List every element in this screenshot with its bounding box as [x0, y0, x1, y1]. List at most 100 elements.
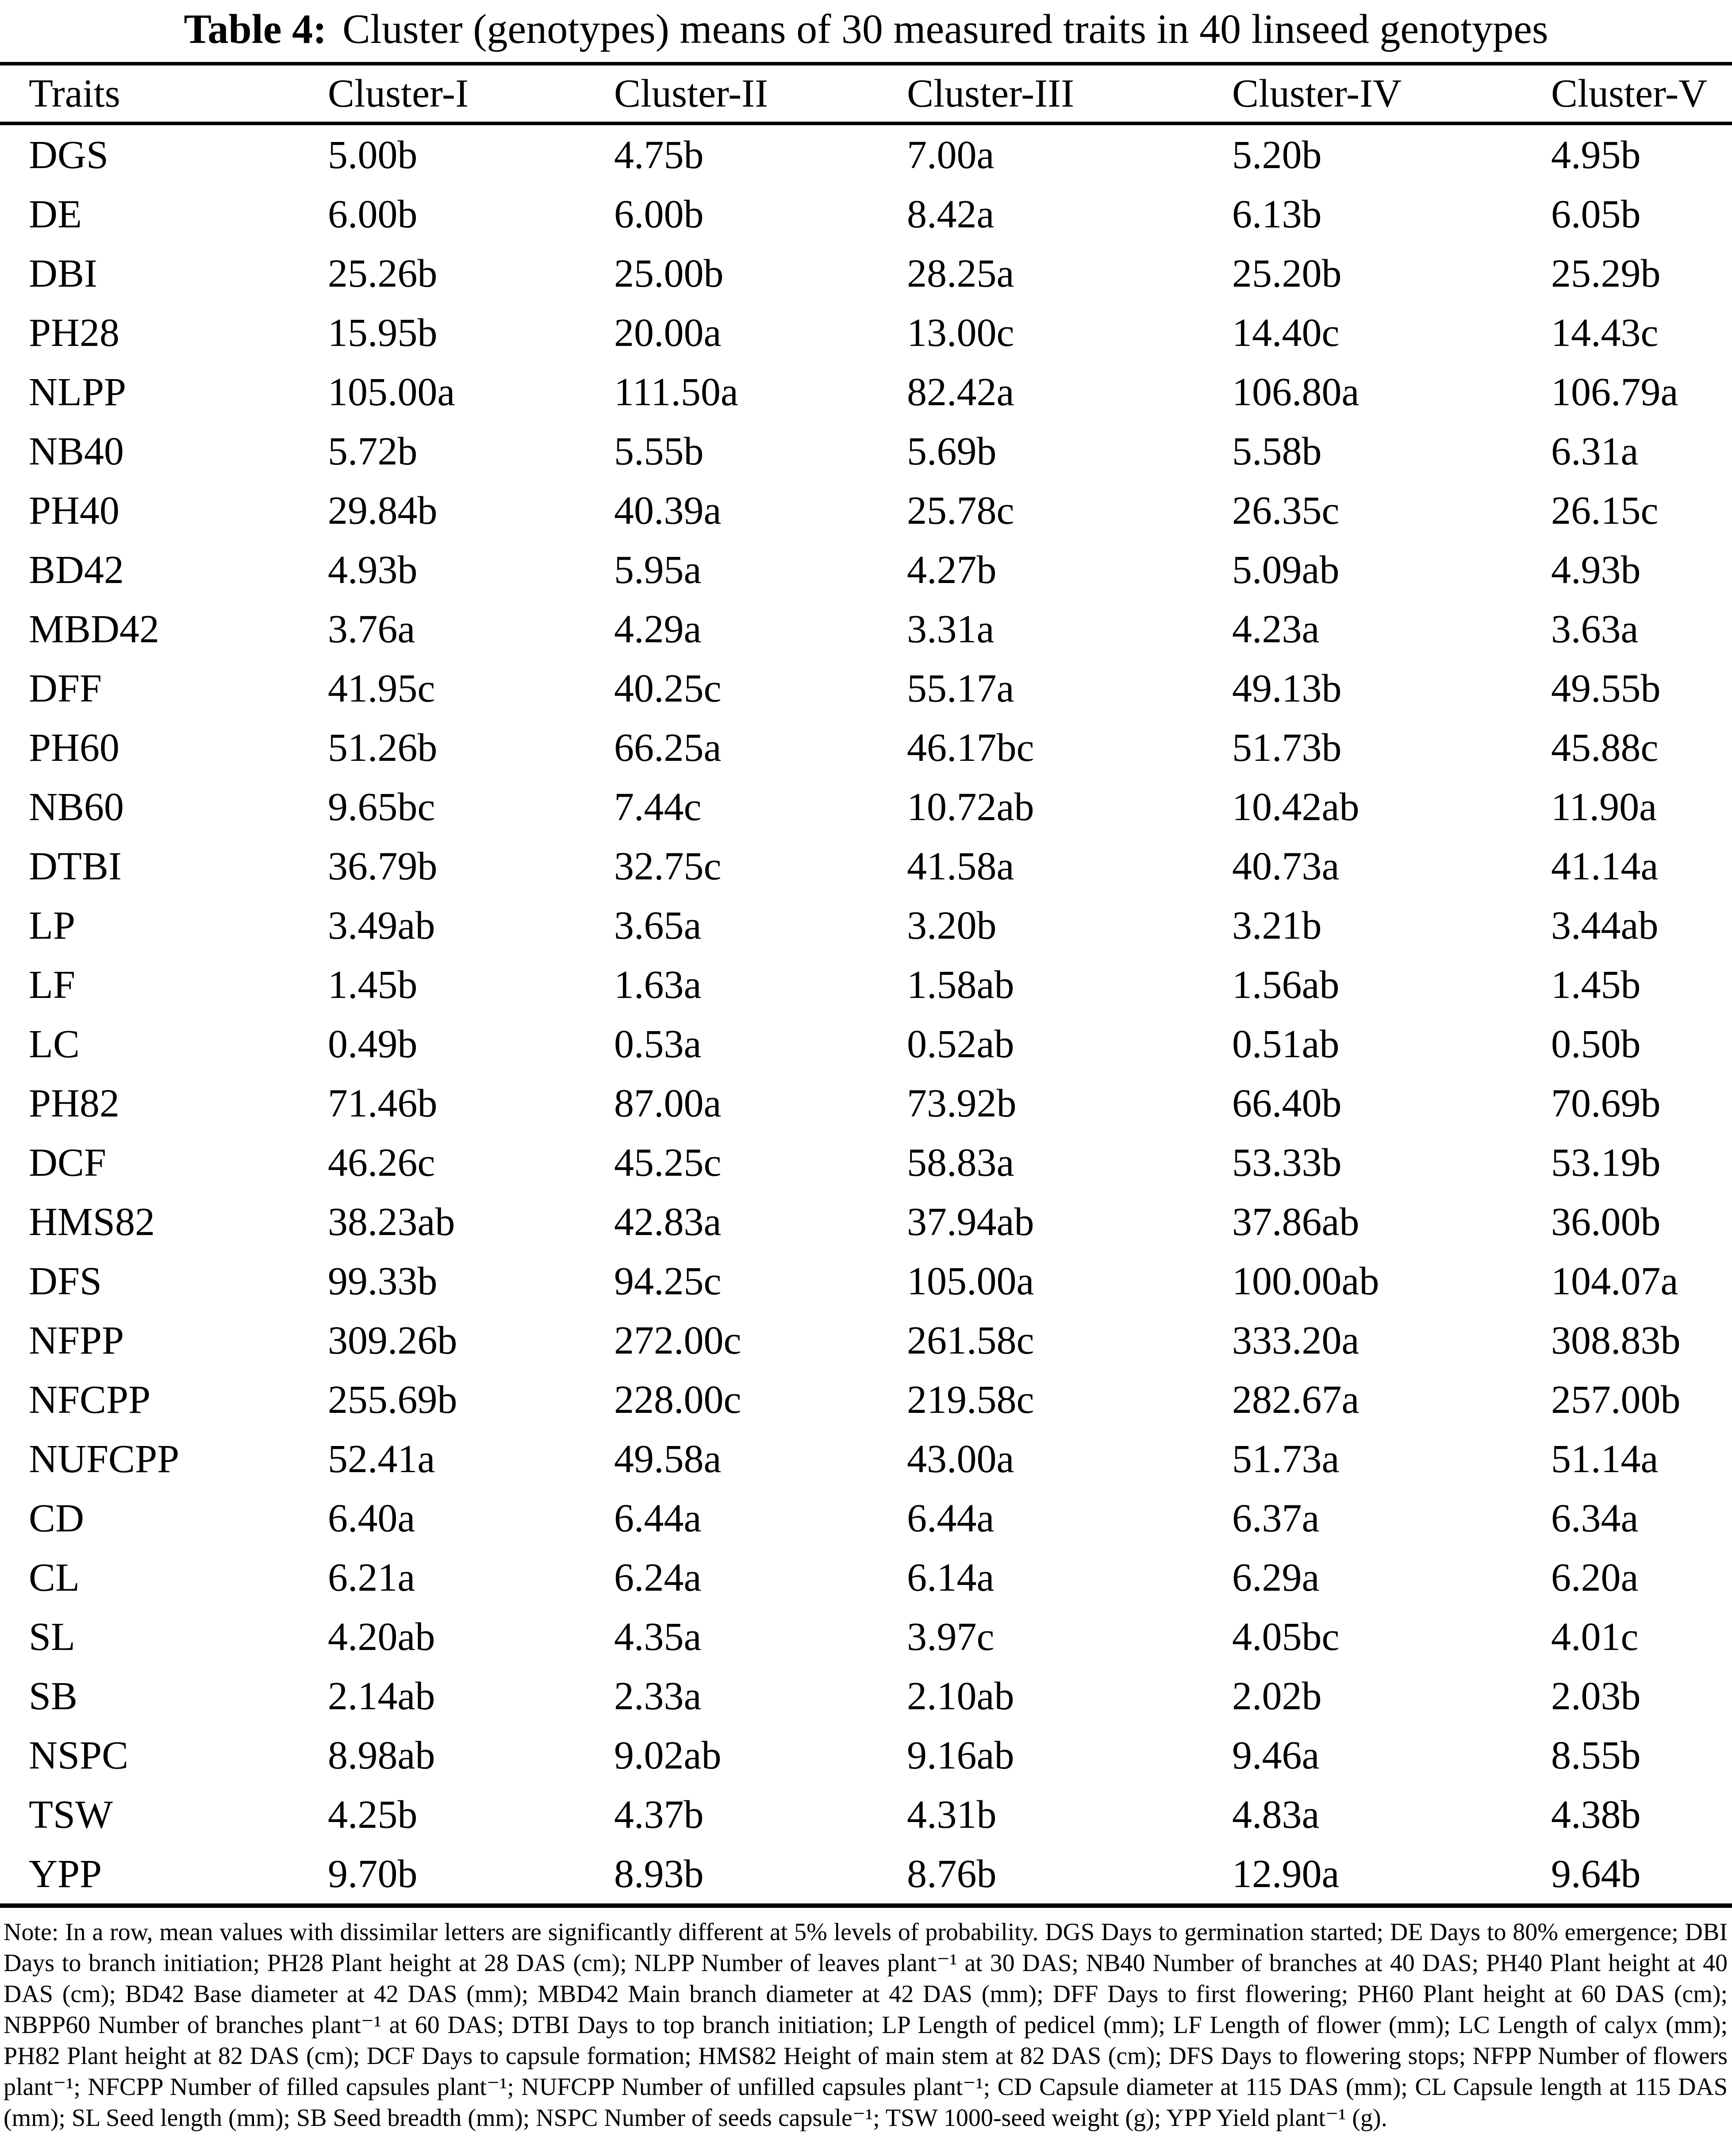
value-cell: 4.05bc [1232, 1615, 1340, 1659]
value-cell: 43.00a [907, 1437, 1014, 1481]
trait-label: BD42 [29, 548, 124, 592]
column-header-cluster-iii: Cluster-III [907, 64, 1232, 125]
value-cell: 5.95a [614, 548, 702, 592]
value-cell: 25.00b [614, 251, 724, 295]
value-cell: 5.58b [1232, 429, 1322, 473]
value-cell: 6.31a [1551, 429, 1639, 473]
value-cell: 36.79b [328, 844, 438, 888]
value-cell: 9.46a [1232, 1733, 1320, 1777]
column-header-cluster-i: Cluster-I [328, 64, 614, 125]
value-cell: 28.25a [907, 251, 1014, 295]
value-cell: 42.83a [614, 1200, 722, 1244]
table-row-sl: SL 4.20ab 4.35a 3.97c 4.05bc 4.01c [0, 1607, 1732, 1666]
value-cell: 25.20b [1232, 251, 1342, 295]
value-cell: 14.43c [1551, 311, 1659, 355]
table-row-nufcpp: NUFCPP 52.41a 49.58a 43.00a 51.73a 51.14a [0, 1429, 1732, 1488]
value-cell: 9.64b [1551, 1852, 1641, 1896]
cluster-means-table: Traits Cluster-I Cluster-II Cluster-III Clus… [0, 62, 1732, 1908]
table-row-tsw: TSW 4.25b 4.37b 4.31b 4.83a 4.38b [0, 1785, 1732, 1844]
value-cell: 111.50a [614, 370, 738, 414]
trait-label: MBD42 [29, 607, 160, 651]
value-cell: 3.65a [614, 903, 702, 948]
value-cell: 3.31a [907, 607, 995, 651]
value-cell: 13.00c [907, 311, 1014, 355]
value-cell: 87.00a [614, 1081, 722, 1125]
value-cell: 6.37a [1232, 1496, 1320, 1540]
value-cell: 4.35a [614, 1615, 702, 1659]
value-cell: 9.16ab [907, 1733, 1014, 1777]
trait-label: DGS [29, 133, 109, 177]
value-cell: 7.00a [907, 133, 995, 177]
value-cell: 105.00a [328, 370, 455, 414]
value-cell: 4.83a [1232, 1792, 1320, 1837]
value-cell: 8.42a [907, 192, 995, 236]
trait-label: CD [29, 1496, 84, 1540]
value-cell: 26.35c [1232, 488, 1340, 533]
trait-label: NFPP [29, 1318, 124, 1362]
column-header-cluster-ii: Cluster-II [614, 64, 907, 125]
value-cell: 2.03b [1551, 1674, 1641, 1718]
value-cell: 51.14a [1551, 1437, 1659, 1481]
table-row-dfs: DFS 99.33b 94.25c 105.00a 100.00ab 104.07a [0, 1251, 1732, 1311]
value-cell: 40.39a [614, 488, 722, 533]
trait-label: NB60 [29, 785, 124, 829]
value-cell: 58.83a [907, 1140, 1014, 1185]
value-cell: 36.00b [1551, 1200, 1661, 1244]
table-row-ph82: PH82 71.46b 87.00a 73.92b 66.40b 70.69b [0, 1074, 1732, 1133]
value-cell: 272.00c [614, 1318, 741, 1362]
header-row: Traits Cluster-I Cluster-II Cluster-III Clus… [0, 64, 1732, 125]
value-cell: 45.88c [1551, 725, 1659, 770]
table-row-nspc: NSPC 8.98ab 9.02ab 9.16ab 9.46a 8.55b [0, 1726, 1732, 1785]
value-cell: 45.25c [614, 1140, 722, 1185]
caption-text: Cluster (genotypes) means of 30 measured… [342, 6, 1548, 52]
value-cell: 25.29b [1551, 251, 1661, 295]
value-cell: 51.26b [328, 725, 438, 770]
value-cell: 12.90a [1232, 1852, 1340, 1896]
value-cell: 52.41a [328, 1437, 435, 1481]
trait-label: NLPP [29, 370, 127, 414]
value-cell: 6.44a [907, 1496, 995, 1540]
value-cell: 41.95c [328, 666, 435, 710]
value-cell: 2.33a [614, 1674, 702, 1718]
value-cell: 49.13b [1232, 666, 1342, 710]
value-cell: 20.00a [614, 311, 722, 355]
trait-label: DFF [29, 666, 102, 710]
value-cell: 3.76a [328, 607, 415, 651]
value-cell: 0.49b [328, 1022, 418, 1066]
value-cell: 66.25a [614, 725, 722, 770]
table-row-lc: LC 0.49b 0.53a 0.52ab 0.51ab 0.50b [0, 1014, 1732, 1074]
value-cell: 106.79a [1551, 370, 1678, 414]
value-cell: 6.21a [328, 1555, 415, 1600]
value-cell: 2.14ab [328, 1674, 435, 1718]
value-cell: 25.78c [907, 488, 1014, 533]
value-cell: 6.13b [1232, 192, 1322, 236]
value-cell: 73.92b [907, 1081, 1017, 1125]
trait-label: NUFCPP [29, 1437, 180, 1481]
trait-label: PH28 [29, 311, 120, 355]
value-cell: 1.56ab [1232, 963, 1340, 1007]
value-cell: 5.00b [328, 133, 418, 177]
table-row-dff: DFF 41.95c 40.25c 55.17a 49.13b 49.55b [0, 659, 1732, 718]
table-row-ph60: PH60 51.26b 66.25a 46.17bc 51.73b 45.88c [0, 718, 1732, 777]
trait-label: HMS82 [29, 1200, 155, 1244]
value-cell: 2.10ab [907, 1674, 1014, 1718]
value-cell: 106.80a [1232, 370, 1359, 414]
value-cell: 9.02ab [614, 1733, 722, 1777]
value-cell: 25.26b [328, 251, 438, 295]
value-cell: 6.05b [1551, 192, 1641, 236]
value-cell: 6.40a [328, 1496, 415, 1540]
value-cell: 309.26b [328, 1318, 457, 1362]
table-row-sb: SB 2.14ab 2.33a 2.10ab 2.02b 2.03b [0, 1666, 1732, 1726]
value-cell: 8.93b [614, 1852, 704, 1896]
value-cell: 6.34a [1551, 1496, 1639, 1540]
value-cell: 5.72b [328, 429, 418, 473]
table-row-nfpp: NFPP 309.26b 272.00c 261.58c 333.20a 308.83b [0, 1311, 1732, 1370]
trait-label: PH60 [29, 725, 120, 770]
value-cell: 10.42ab [1232, 785, 1359, 829]
value-cell: 100.00ab [1232, 1259, 1379, 1303]
value-cell: 5.09ab [1232, 548, 1340, 592]
value-cell: 4.29a [614, 607, 702, 651]
table-row-cl: CL 6.21a 6.24a 6.14a 6.29a 6.20a [0, 1548, 1732, 1607]
value-cell: 261.58c [907, 1318, 1034, 1362]
